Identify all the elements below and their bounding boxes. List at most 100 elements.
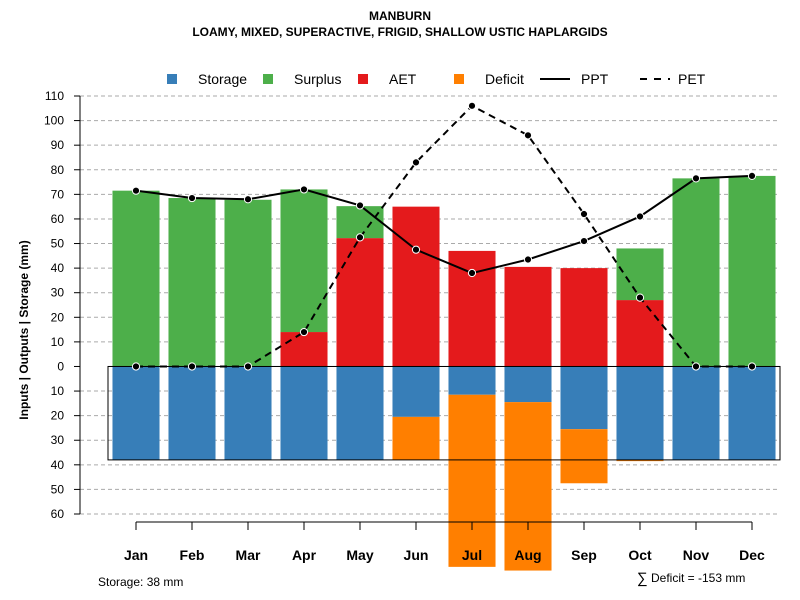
storage-bar <box>112 366 160 460</box>
legend-label-pet: PET <box>678 71 706 87</box>
ppt-point <box>131 186 141 195</box>
y-tick-label: 50 <box>51 482 65 496</box>
deficit-bar <box>504 402 552 571</box>
storage-bar <box>448 366 496 395</box>
x-tick-label-jun: Jun <box>404 547 429 563</box>
surplus-bar <box>112 190 160 367</box>
aet-bar <box>504 266 552 367</box>
legend-swatch-surplus <box>263 74 273 84</box>
pet-point <box>467 101 477 110</box>
ppt-point <box>579 236 589 246</box>
y-tick-label: 110 <box>45 89 64 103</box>
pet-point <box>747 362 757 371</box>
deficit-note: Deficit = -153 mm <box>651 571 745 585</box>
surplus-bar <box>728 175 776 367</box>
legend-label-surplus: Surplus <box>294 71 341 87</box>
deficit-bar <box>448 394 496 567</box>
legend-swatch-deficit <box>454 74 464 84</box>
ppt-point <box>243 195 253 204</box>
x-tick-label-feb: Feb <box>180 547 205 563</box>
legend-swatch-storage <box>167 74 177 84</box>
pet-point <box>579 209 589 219</box>
surplus-bar <box>224 199 272 367</box>
storage-bar <box>616 366 664 460</box>
pet-point <box>635 293 645 302</box>
ppt-point <box>355 201 365 210</box>
legend-label-deficit: Deficit <box>485 71 524 87</box>
y-tick-label: 70 <box>51 187 65 201</box>
surplus-bar <box>280 189 328 333</box>
chart-title: MANBURN <box>369 9 431 23</box>
legend-swatch-aet <box>358 74 368 84</box>
lines <box>135 104 753 368</box>
y-tick-label: 90 <box>51 138 65 152</box>
ppt-point <box>411 245 421 254</box>
surplus-bar <box>616 248 664 301</box>
y-axis-label: Inputs | Outputs | Storage (mm) <box>17 240 31 419</box>
storage-note: Storage: 38 mm <box>98 575 183 589</box>
pet-point <box>355 233 365 242</box>
x-tick-label-apr: Apr <box>292 547 317 563</box>
y-tick-label: 50 <box>51 237 65 251</box>
y-tick-label: 40 <box>51 261 65 275</box>
pet-point <box>299 327 309 337</box>
y-tick-label: 10 <box>51 335 65 349</box>
y-tick-label: 100 <box>44 114 64 128</box>
ppt-point <box>691 174 701 183</box>
storage-bar <box>336 366 384 460</box>
ppt-point <box>635 212 645 221</box>
pet-point <box>411 158 421 167</box>
pet-point <box>523 131 533 140</box>
storage-bar <box>560 366 608 430</box>
x-tick-label-aug: Aug <box>514 547 541 563</box>
ppt-point <box>747 171 757 181</box>
y-tick-label: 10 <box>51 384 65 398</box>
storage-bar <box>280 366 328 460</box>
y-tick-label: 60 <box>51 507 65 521</box>
ppt-point <box>187 193 197 203</box>
x-tick-label-dec: Dec <box>739 547 765 563</box>
deficit-bar <box>560 429 608 484</box>
storage-bar <box>392 366 440 417</box>
legend-label-storage: Storage <box>198 71 247 87</box>
storage-bar <box>224 366 272 460</box>
aet-bar <box>560 268 608 367</box>
pet-point <box>131 362 141 371</box>
pet-line <box>136 104 752 368</box>
aet-bar <box>336 238 384 367</box>
storage-bar <box>728 366 776 460</box>
x-tick-label-oct: Oct <box>628 547 652 563</box>
surplus-bar <box>336 206 384 239</box>
y-tick-label: 80 <box>51 163 65 177</box>
surplus-bar <box>672 178 720 367</box>
legend-label-aet: AET <box>389 71 417 87</box>
x-tick-label-nov: Nov <box>683 547 710 563</box>
surplus-bar <box>168 198 216 367</box>
x-tick-label-may: May <box>346 547 373 563</box>
aet-bar <box>616 300 664 367</box>
pet-point <box>243 362 253 371</box>
storage-bar <box>672 366 720 460</box>
y-tick-label: 30 <box>51 433 65 447</box>
aet-bar <box>280 332 328 367</box>
pet-point <box>187 362 197 371</box>
chart-subtitle: LOAMY, MIXED, SUPERACTIVE, FRIGID, SHALL… <box>192 25 607 39</box>
y-tick-label: 20 <box>51 409 65 423</box>
storage-bar <box>168 366 216 460</box>
deficit-bar <box>392 416 440 460</box>
y-tick-label: 40 <box>51 458 65 472</box>
y-tick-label: 20 <box>51 310 65 324</box>
ppt-point <box>299 185 309 194</box>
ppt-line <box>135 174 753 275</box>
storage-bar <box>504 366 552 403</box>
ppt-point <box>523 255 533 264</box>
x-axis: Jan Feb Mar Apr May Jun Jul Aug Sep Oct Nov Dec <box>124 521 765 563</box>
x-tick-label-sep: Sep <box>571 547 597 563</box>
deficit-bar <box>616 459 664 462</box>
pet-point <box>691 362 701 371</box>
x-tick-label-mar: Mar <box>236 547 261 563</box>
y-tick-label: 60 <box>51 212 65 226</box>
x-tick-label-jan: Jan <box>124 547 148 563</box>
